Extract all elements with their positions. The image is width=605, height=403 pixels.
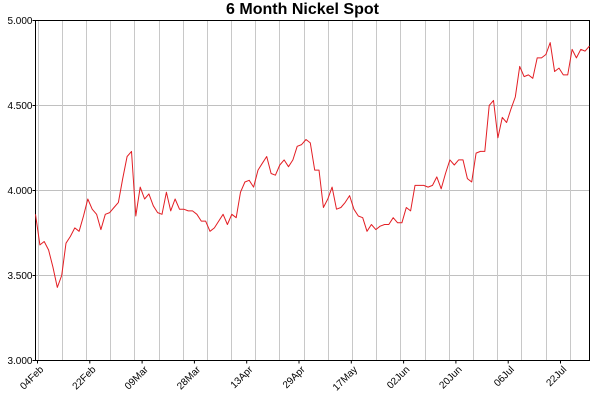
x-tick-label: 06Jul [492,364,517,389]
grid-layer [35,20,590,361]
series-layer [35,42,590,288]
x-tick-label: 13Apr [229,364,256,391]
x-tick-label: 22Feb [71,364,99,392]
x-tick-label: 17May [331,364,360,393]
x-tick-label: 09Mar [123,364,151,392]
chart-title: 6 Month Nickel Spot [226,1,379,18]
y-tick-label: 4.500 [7,101,32,112]
y-tick-label: 3.500 [7,271,32,282]
x-tick-label: 22Jul [544,364,569,389]
y-tick-label: 5.000 [7,16,32,27]
x-tick-label: 20Jun [438,364,465,391]
y-tick-label: 4.000 [7,186,32,197]
series-line [35,42,590,288]
y-axis-ticks: 3.000 3.500 4.000 4.500 5.000 [7,16,36,367]
x-tick-label: 29Apr [281,364,308,391]
x-axis-ticks: 04Feb 22Feb 09Mar 28Mar 13Apr 29Apr 17May 02Jun… [18,360,569,393]
x-tick-label: 28Mar [175,364,203,392]
x-tick-label: 04Feb [18,364,46,392]
x-tick-label: 02Jun [385,364,412,391]
y-tick-label: 3.000 [7,356,32,367]
